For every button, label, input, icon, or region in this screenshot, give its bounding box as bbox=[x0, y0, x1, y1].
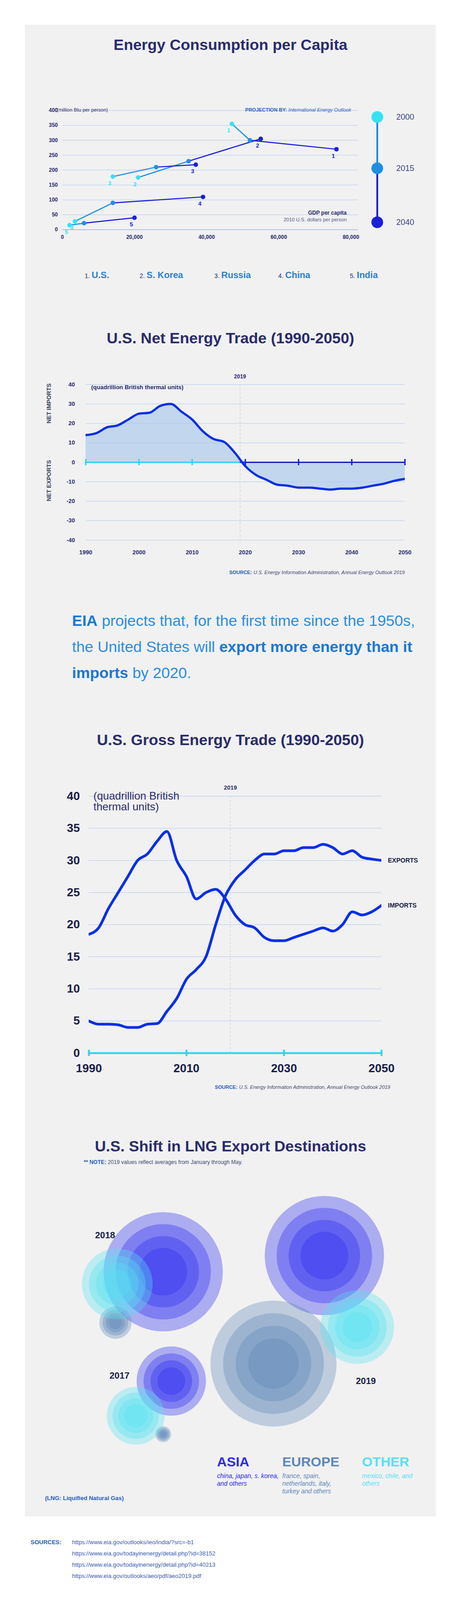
svg-text:0: 0 bbox=[73, 1046, 80, 1061]
svg-text:IMPORTS: IMPORTS bbox=[388, 902, 417, 910]
svg-text:350: 350 bbox=[48, 122, 58, 129]
svg-text:0: 0 bbox=[60, 234, 64, 241]
svg-text:2000: 2000 bbox=[132, 549, 146, 556]
html-text:EUROPE: EUROPE bbox=[282, 1455, 340, 1470]
svg-text:400: 400 bbox=[48, 107, 58, 114]
html-text:ASIA: ASIA bbox=[216, 1455, 250, 1470]
svg-text:2017: 2017 bbox=[109, 1371, 130, 1382]
svg-text:50: 50 bbox=[51, 211, 59, 218]
html-text:1.U.S.: 1.U.S. bbox=[84, 270, 110, 281]
html-text:** NOTE: 2019 values reflect a: ** NOTE: 2019 values reflect averages fr… bbox=[83, 1159, 243, 1167]
svg-text:2040: 2040 bbox=[396, 217, 415, 227]
html-text:https://www.eia.gov/todayinene: https://www.eia.gov/todayinenergy/detail… bbox=[72, 1550, 216, 1558]
html-text:mexico, chile, and others: mexico, chile, and others bbox=[361, 1473, 413, 1488]
svg-text:150: 150 bbox=[48, 181, 58, 189]
svg-text:5: 5 bbox=[64, 228, 68, 236]
svg-text:1: 1 bbox=[331, 152, 335, 160]
svg-text:2010: 2010 bbox=[185, 549, 199, 556]
svg-text:30: 30 bbox=[67, 854, 81, 868]
svg-text:4: 4 bbox=[70, 224, 74, 232]
svg-text:20,000: 20,000 bbox=[126, 234, 143, 241]
svg-text:2: 2 bbox=[256, 142, 260, 150]
svg-text:2050: 2050 bbox=[368, 1062, 395, 1076]
html-text:SOURCE: U.S. Energy Informatio: SOURCE: U.S. Energy Information Administ… bbox=[229, 569, 405, 576]
html-text:https://www.eia.gov/outlooks/a: https://www.eia.gov/outlooks/aeo/pdf/aeo… bbox=[72, 1573, 202, 1581]
html-text:EIA projects that, for the fir: EIA projects that, for the first time si… bbox=[72, 612, 415, 682]
svg-text:2: 2 bbox=[133, 180, 137, 188]
svg-text:0: 0 bbox=[54, 226, 59, 233]
html-text:5.India: 5.India bbox=[349, 270, 378, 281]
svg-text:0: 0 bbox=[71, 459, 75, 466]
html-text:2.S. Korea: 2.S. Korea bbox=[139, 270, 184, 281]
svg-text:EXPORTS: EXPORTS bbox=[388, 857, 419, 865]
svg-text:5: 5 bbox=[73, 1014, 80, 1028]
html-text:2010 U.S. dollars per person: 2010 U.S. dollars per person bbox=[283, 216, 347, 223]
svg-text:2019: 2019 bbox=[234, 373, 247, 380]
svg-text:2010: 2010 bbox=[173, 1062, 200, 1076]
svg-text:-20: -20 bbox=[66, 497, 76, 505]
svg-text:40: 40 bbox=[67, 789, 81, 804]
svg-text:15: 15 bbox=[67, 950, 81, 964]
svg-text:250: 250 bbox=[48, 152, 58, 159]
svg-text:1: 1 bbox=[226, 126, 231, 134]
svg-text:(quadrillion Britishthermal un: (quadrillion Britishthermal units) bbox=[93, 790, 180, 814]
html-text:GDP per capita: GDP per capita bbox=[308, 209, 347, 217]
svg-text:2015: 2015 bbox=[396, 163, 415, 173]
html-text:china, japan, s. korea, and ot: china, japan, s. korea, and others bbox=[216, 1473, 279, 1488]
html-text:OTHER: OTHER bbox=[361, 1455, 410, 1470]
svg-text:2030: 2030 bbox=[271, 1062, 298, 1076]
svg-text:30: 30 bbox=[68, 400, 75, 408]
svg-text:40: 40 bbox=[68, 381, 75, 389]
html-text:(million Btu per person): (million Btu per person) bbox=[56, 107, 108, 113]
svg-text:NET IMPORTS: NET IMPORTS bbox=[45, 383, 53, 424]
svg-text:60,000: 60,000 bbox=[270, 234, 288, 241]
svg-text:35: 35 bbox=[67, 821, 81, 836]
html-text:france, spain, netherlands, it: france, spain, netherlands, italy, turke… bbox=[282, 1473, 332, 1496]
html-text:PROJECTION BY: International E: PROJECTION BY: International Energy Outl… bbox=[245, 107, 352, 113]
svg-text:-10: -10 bbox=[66, 478, 76, 486]
html-text:U.S. Shift in LNG Export Desti: U.S. Shift in LNG Export Destinations bbox=[94, 1138, 367, 1156]
svg-text:2050: 2050 bbox=[398, 549, 412, 556]
html-text:https://www.eia.gov/todayinene: https://www.eia.gov/todayinenergy/detail… bbox=[72, 1562, 216, 1569]
svg-text:2030: 2030 bbox=[292, 549, 306, 556]
svg-text:80,000: 80,000 bbox=[342, 234, 360, 241]
svg-text:5: 5 bbox=[129, 221, 133, 228]
svg-text:200: 200 bbox=[48, 167, 58, 174]
svg-text:2018: 2018 bbox=[94, 1230, 116, 1241]
html-text:SOURCES:: SOURCES: bbox=[30, 1539, 62, 1547]
svg-text:40,000: 40,000 bbox=[198, 234, 216, 241]
svg-text:NET EXPORTS: NET EXPORTS bbox=[45, 460, 53, 502]
svg-text:25: 25 bbox=[67, 885, 81, 900]
svg-text:2040: 2040 bbox=[345, 549, 359, 556]
svg-text:2020: 2020 bbox=[239, 549, 253, 556]
html-text:U.S. Gross Energy Trade (1990-: U.S. Gross Energy Trade (1990-2050) bbox=[96, 731, 365, 749]
html-text:SOURCE: U.S. Energy Informatio: SOURCE: U.S. Energy Information Administ… bbox=[214, 1084, 391, 1091]
html-text:Energy Consumption per Capita: Energy Consumption per Capita bbox=[113, 36, 348, 54]
svg-text:20: 20 bbox=[68, 420, 75, 427]
svg-text:10: 10 bbox=[67, 982, 81, 996]
svg-text:3: 3 bbox=[190, 167, 195, 175]
svg-text:2000: 2000 bbox=[396, 112, 415, 122]
svg-text:10: 10 bbox=[68, 439, 75, 447]
svg-text:-40: -40 bbox=[66, 537, 76, 544]
svg-text:3: 3 bbox=[108, 180, 112, 187]
svg-text:20: 20 bbox=[67, 917, 81, 932]
html-text:3.Russia: 3.Russia bbox=[214, 270, 251, 281]
svg-text:-30: -30 bbox=[66, 517, 76, 525]
html-text:4.China: 4.China bbox=[278, 270, 311, 281]
html-text:(LNG: Liquified Natural Gas): (LNG: Liquified Natural Gas) bbox=[45, 1495, 124, 1503]
html-text:U.S. Net Energy Trade (1990-20: U.S. Net Energy Trade (1990-2050) bbox=[106, 329, 355, 347]
svg-text:1990: 1990 bbox=[76, 1062, 103, 1076]
html-text:https://www.eia.gov/outlooks/i: https://www.eia.gov/outlooks/ieo/india/?… bbox=[72, 1539, 194, 1547]
svg-text:300: 300 bbox=[48, 137, 58, 144]
svg-text:1990: 1990 bbox=[79, 549, 93, 556]
svg-text:4: 4 bbox=[198, 200, 202, 208]
svg-text:(quadrillion British thermal u: (quadrillion British thermal units) bbox=[91, 384, 184, 391]
svg-text:100: 100 bbox=[48, 196, 58, 204]
svg-text:2019: 2019 bbox=[356, 1376, 377, 1387]
svg-text:2019: 2019 bbox=[223, 784, 237, 792]
